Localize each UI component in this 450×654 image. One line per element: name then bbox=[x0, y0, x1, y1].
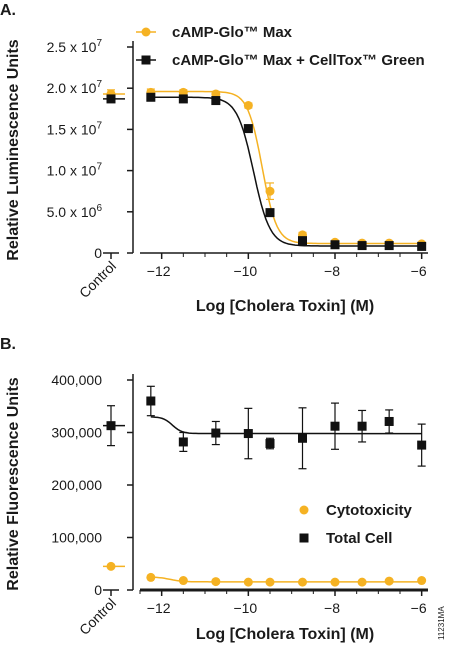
control-point bbox=[106, 94, 116, 104]
legend-marker bbox=[141, 55, 151, 65]
data-point bbox=[178, 94, 188, 104]
data-point bbox=[211, 96, 221, 106]
fit-curve bbox=[150, 576, 422, 583]
legend-marker bbox=[299, 505, 309, 515]
legend: cAMP-Glo™ Max cAMP-Glo™ Max + CellTox™ Gr… bbox=[136, 24, 425, 69]
legend-label: Total Cell bbox=[326, 530, 392, 547]
panel-label: B. bbox=[0, 336, 16, 353]
series-2 bbox=[103, 385, 427, 470]
data-point bbox=[384, 416, 394, 426]
series-1 bbox=[103, 87, 427, 249]
x-tick-label: −6 bbox=[411, 600, 427, 616]
data-point bbox=[357, 577, 367, 587]
data-point bbox=[265, 577, 275, 587]
data-point bbox=[265, 186, 275, 196]
data-point bbox=[146, 396, 156, 406]
data-point bbox=[211, 577, 221, 587]
y-tick-label: 400,000 bbox=[51, 372, 102, 388]
x-tick-label: −6 bbox=[411, 263, 427, 279]
x-tick-label: −12 bbox=[147, 263, 171, 279]
data-point bbox=[417, 241, 427, 251]
data-point bbox=[330, 240, 340, 250]
data-point bbox=[265, 439, 275, 449]
y-axis-label: Relative Luminescence Units bbox=[5, 39, 22, 261]
data-point bbox=[384, 576, 394, 586]
panel-label: A. bbox=[0, 2, 16, 19]
y-tick-label: 1.5 x 107 bbox=[47, 120, 103, 137]
y-tick-label: 200,000 bbox=[51, 477, 102, 493]
fit-curve bbox=[150, 416, 422, 435]
x-axis-label: Log [Cholera Toxin] (M) bbox=[196, 298, 374, 315]
legend-label: cAMP-Glo™ Max + CellTox™ Green bbox=[172, 52, 425, 69]
panel-b: B. 0 100,000 200,000 300,000 400,000 −12 −10 −8 −… bbox=[0, 336, 428, 643]
y-tick-label: 5.0 x 106 bbox=[47, 203, 103, 220]
fit-curve bbox=[150, 96, 422, 247]
data-point bbox=[265, 208, 275, 218]
data-point bbox=[243, 577, 253, 587]
panel-a: A. 0 5.0 x 106 1.0 x 107 1.5 x 107 2.0 x 107 2… bbox=[0, 2, 428, 315]
series-2 bbox=[103, 92, 427, 251]
y-tick-label: 100,000 bbox=[51, 530, 102, 546]
data-point bbox=[417, 440, 427, 450]
data-point bbox=[417, 576, 427, 586]
legend-label: Cytotoxicity bbox=[326, 502, 413, 519]
data-point bbox=[330, 577, 340, 587]
data-point bbox=[146, 92, 156, 102]
data-point bbox=[298, 433, 307, 443]
data-point bbox=[298, 236, 307, 246]
control-label: Control bbox=[76, 258, 119, 301]
y-tick-label: 1.0 x 107 bbox=[47, 162, 103, 179]
x-axis-label: Log [Cholera Toxin] (M) bbox=[196, 626, 374, 643]
control-point bbox=[106, 561, 116, 571]
x-tick-label: −8 bbox=[324, 263, 340, 279]
data-point bbox=[357, 421, 367, 431]
x-tick-label: −8 bbox=[324, 600, 340, 616]
figure-code: 11231MA bbox=[437, 606, 446, 640]
y-tick-label: 2.0 x 107 bbox=[47, 79, 103, 96]
x-tick-label: −10 bbox=[233, 600, 257, 616]
legend-marker bbox=[141, 27, 151, 37]
data-point bbox=[243, 101, 253, 111]
y-tick-label: 0 bbox=[94, 245, 102, 261]
data-point bbox=[243, 429, 253, 439]
data-point bbox=[146, 572, 156, 582]
y-tick-label: 2.5 x 107 bbox=[47, 38, 103, 55]
data-point bbox=[178, 437, 188, 447]
data-point bbox=[330, 421, 340, 431]
data-point bbox=[211, 428, 221, 438]
y-tick-label: 300,000 bbox=[51, 425, 102, 441]
x-tick-label: −12 bbox=[147, 600, 171, 616]
control-point bbox=[106, 421, 116, 431]
legend-label: cAMP-Glo™ Max bbox=[172, 24, 293, 41]
control-label: Control bbox=[76, 595, 119, 638]
data-point bbox=[178, 576, 188, 586]
legend-marker bbox=[299, 533, 309, 543]
x-tick-label: −10 bbox=[233, 263, 257, 279]
y-axis-label: Relative Fluorescence Units bbox=[5, 377, 22, 591]
series-1 bbox=[103, 561, 427, 587]
data-point bbox=[357, 241, 367, 251]
data-point bbox=[384, 241, 394, 251]
data-point bbox=[298, 577, 307, 587]
data-point bbox=[243, 124, 253, 134]
legend: Cytotoxicity Total Cell bbox=[299, 502, 413, 547]
fit-curve bbox=[150, 90, 422, 245]
y-tick-label: 0 bbox=[94, 582, 102, 598]
